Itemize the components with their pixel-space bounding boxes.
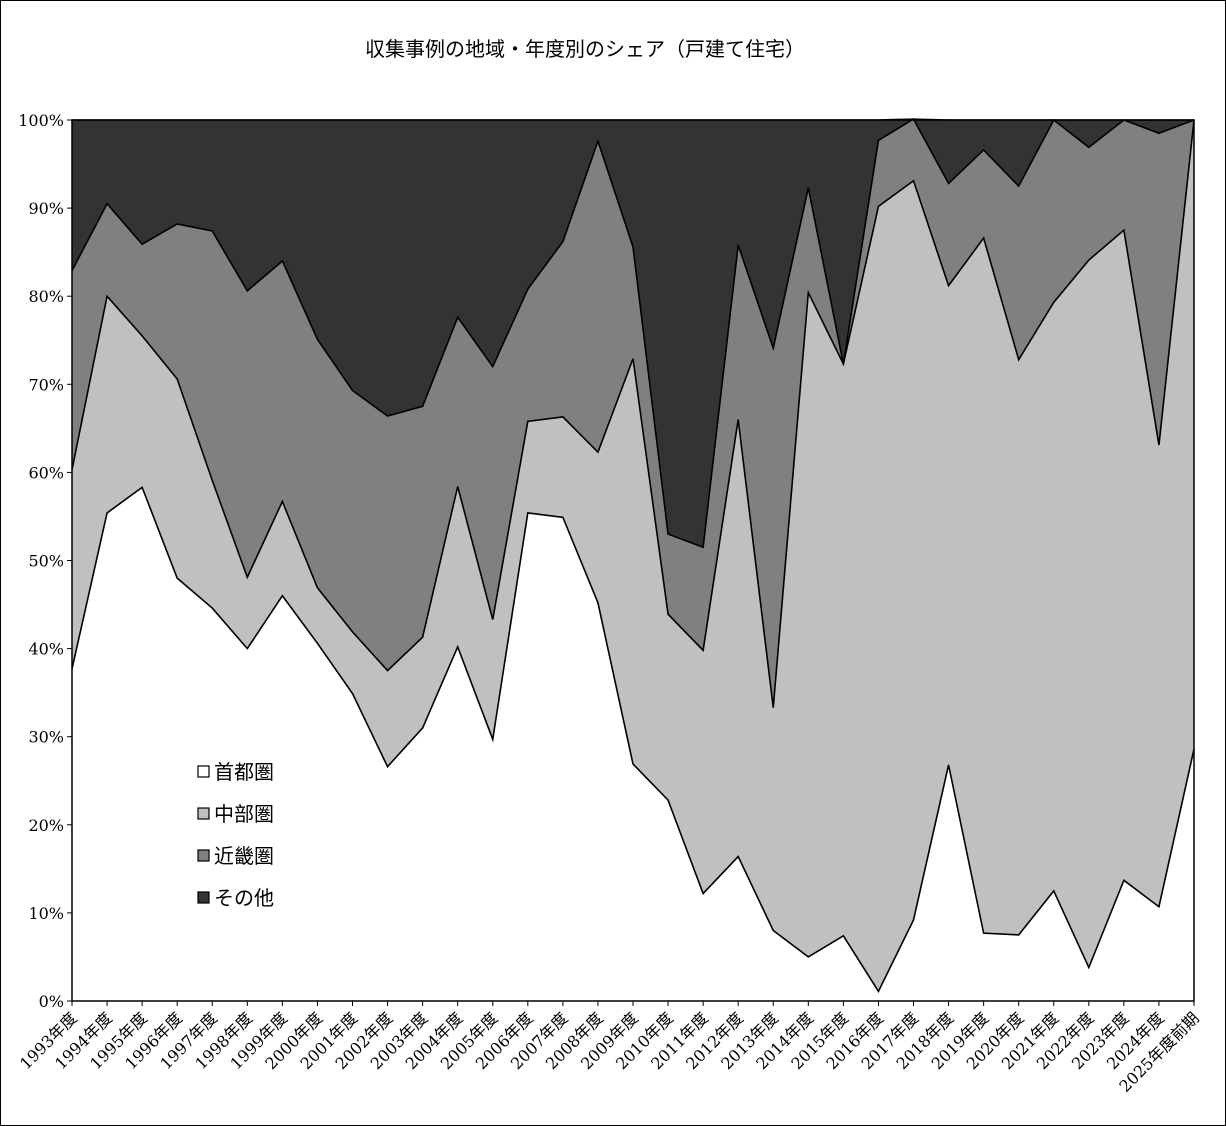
y-axis: 0% 10% 20% 30% 40% 50% 60% 70% 80% 90% 100%: [18, 111, 72, 1011]
legend-label-0: 首都圏: [214, 760, 274, 784]
legend-swatch-2: [197, 849, 210, 862]
y-tick-label: 80%: [28, 287, 64, 306]
legend-label-2: 近畿圏: [214, 844, 274, 868]
series-line-2: [71, 118, 1195, 549]
x-axis: 1993年度1994年度1995年度1996年度1997年度1998年度1999…: [16, 1001, 1203, 1096]
series-line-1: [71, 119, 1195, 708]
series-line-0: [71, 486, 1195, 993]
y-tick-label: 0%: [39, 992, 64, 1011]
area-series-0: [72, 487, 1194, 1001]
y-tick-label: 10%: [28, 904, 64, 923]
legend-label-1: 中部圏: [214, 802, 274, 826]
y-tick-label: 70%: [28, 375, 64, 394]
area-series-1: [72, 120, 1194, 992]
area-series-2: [72, 119, 1194, 708]
y-tick-label: 60%: [28, 463, 64, 482]
y-tick-label: 100%: [18, 111, 64, 130]
legend-swatch-0: [197, 765, 210, 778]
legend-swatch-1: [197, 807, 210, 820]
legend-label-3: その他: [214, 886, 274, 910]
legend-swatch-3: [197, 891, 210, 904]
y-tick-label: 30%: [28, 728, 64, 747]
area-series-group: [71, 118, 1195, 1001]
y-tick-label: 50%: [28, 552, 64, 571]
y-tick-label: 20%: [28, 816, 64, 835]
y-tick-label: 40%: [28, 640, 64, 659]
area-series-3: [72, 119, 1194, 548]
chart-title: 収集事例の地域・年度別のシェア（戸建て住宅）: [365, 37, 805, 61]
y-tick-label: 90%: [28, 199, 64, 218]
